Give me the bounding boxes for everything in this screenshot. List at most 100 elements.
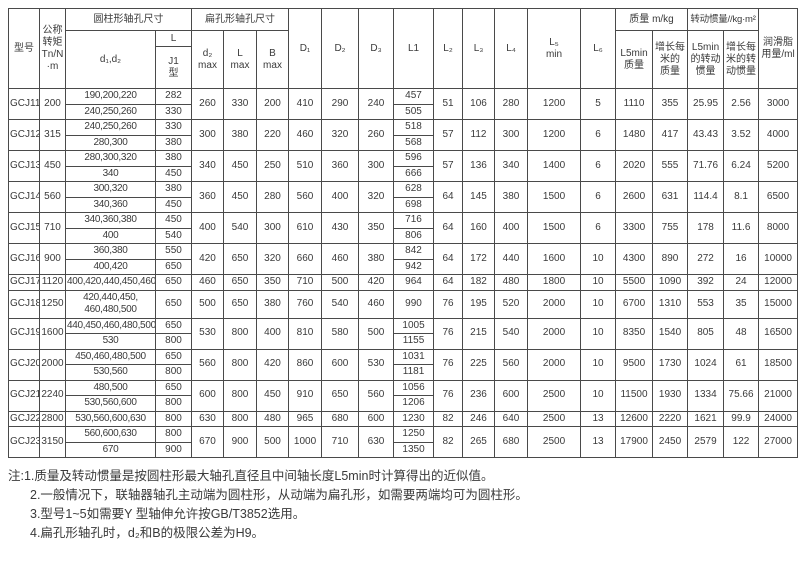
dim-cell: 460 — [288, 119, 323, 151]
dim-cell: 420 — [358, 274, 395, 291]
dim-cell: 600 — [191, 379, 224, 412]
dim-cell: 112 — [462, 119, 496, 151]
bore-diameter-cell: 360,380 — [65, 243, 156, 260]
torque-cell: 3150 — [39, 426, 66, 458]
dim-cell: 4000 — [758, 119, 799, 151]
col-header-d1: D₁ — [288, 8, 323, 89]
dim-cell: 1621 — [687, 410, 725, 427]
dim-cell: 1540 — [652, 317, 689, 350]
dim-cell: 1110 — [615, 88, 654, 120]
table-row: GCJ12 315 240,250,260 330 300 380 220 460 320 260… — [8, 119, 799, 151]
model-cell: GCJ20 — [8, 348, 40, 381]
dim-cell: 114.4 — [687, 181, 725, 213]
dim-cell: 2500 — [527, 410, 582, 427]
dim-cell: 172 — [462, 243, 496, 275]
col-header-cylindrical-group: 圆柱形轴孔尺寸 — [65, 8, 192, 31]
note-line: 2.一般情况下，联轴器轴孔主动端为圆柱形，从动端为扁孔形，如需要两端均可为圆柱形… — [30, 488, 528, 502]
bore-length-cell: 800 — [155, 426, 192, 443]
dim-cell: 76 — [433, 317, 464, 350]
dim-cell: 246 — [462, 410, 496, 427]
dim-cell: 61 — [723, 348, 760, 381]
dim-cell: 4300 — [615, 243, 654, 275]
model-cell: GCJ22 — [8, 410, 40, 427]
dim-cell: 420 — [255, 348, 290, 381]
dim-cell: 16500 — [758, 317, 799, 350]
dim-cell: 8.1 — [723, 181, 760, 213]
dim-cell: 320 — [255, 243, 290, 275]
bore-diameter-cell: 400,420 — [65, 258, 156, 275]
dim-cell: 82 — [433, 410, 464, 427]
col-header-mass-l5min: L5min 质量 — [615, 30, 654, 89]
torque-cell: 900 — [39, 243, 66, 275]
dim-cell: 810 — [288, 317, 323, 350]
dim-cell: 200 — [255, 88, 290, 120]
dim-cell: 860 — [288, 348, 323, 381]
model-cell: GCJ16 — [8, 243, 40, 275]
dim-cell: 272 — [687, 243, 725, 275]
dim-cell: 560 — [288, 181, 323, 213]
dim-cell: 6.24 — [723, 150, 760, 182]
dim-cell: 417 — [652, 119, 689, 151]
dim-cell: 2450 — [652, 426, 689, 458]
bore-length-cell: 380 — [155, 134, 192, 151]
bore-diameter-cell: 240,250,260 — [65, 103, 156, 120]
dim-cell: 755 — [652, 212, 689, 244]
dim-cell: 560 — [358, 379, 395, 412]
col-header-torque: 公称 转矩 Tn/N ·m — [39, 8, 66, 89]
l1-cell: 942 — [393, 258, 435, 275]
dim-cell: 1730 — [652, 348, 689, 381]
dim-cell: 520 — [494, 289, 529, 319]
l1-cell: 505 — [393, 103, 435, 120]
dim-cell: 17900 — [615, 426, 654, 458]
dim-cell: 630 — [191, 410, 224, 427]
torque-cell: 315 — [39, 119, 66, 151]
dim-cell: 440 — [494, 243, 529, 275]
dim-cell: 900 — [223, 426, 257, 458]
dim-cell: 380 — [223, 119, 257, 151]
dim-cell: 16 — [723, 243, 760, 275]
l1-cell: 457 — [393, 88, 435, 105]
table-row: 340,360 450 698 — [9, 196, 798, 213]
dim-cell: 540 — [321, 289, 360, 319]
col-header-flat-d-max: d₂ max — [191, 30, 224, 89]
dim-cell: 380 — [358, 243, 395, 275]
dim-cell: 48 — [723, 317, 760, 350]
dim-cell: 1000 — [288, 426, 323, 458]
dim-cell: 1310 — [652, 289, 689, 319]
col-header-flat-b-max: B max — [255, 30, 290, 89]
table-row: GCJ13 450 280,300,320 380 340 450 250 510 360 300… — [8, 150, 799, 182]
bore-length-cell: 380 — [155, 181, 192, 198]
dim-cell: 392 — [687, 274, 725, 291]
l1-cell: 1250 — [393, 426, 435, 443]
dim-cell: 82 — [433, 426, 464, 458]
l1-cell: 628 — [393, 181, 435, 198]
dim-cell: 450 — [255, 379, 290, 412]
dim-cell: 76 — [433, 289, 464, 319]
dim-cell: 10000 — [758, 243, 799, 275]
bore-diameter-cell: 340,360 — [65, 196, 156, 213]
bore-length-cell: 330 — [155, 119, 192, 136]
dim-cell: 195 — [462, 289, 496, 319]
dim-cell: 710 — [321, 426, 360, 458]
dim-cell: 1480 — [615, 119, 654, 151]
dim-cell: 10 — [580, 274, 617, 291]
bore-diameter-cell: 340 — [65, 165, 156, 182]
bore-length-cell: 800 — [155, 333, 192, 350]
dim-cell: 500 — [358, 317, 395, 350]
dim-cell: 400 — [255, 317, 290, 350]
dim-cell: 480 — [255, 410, 290, 427]
dim-cell: 380 — [494, 181, 529, 213]
dim-cell: 350 — [255, 274, 290, 291]
dim-cell: 680 — [494, 426, 529, 458]
dim-cell: 2500 — [527, 379, 582, 412]
l1-cell: 1031 — [393, 348, 435, 365]
dim-cell: 240 — [358, 88, 395, 120]
dim-cell: 9500 — [615, 348, 654, 381]
col-header-mass-group: 质量 m/kg — [615, 8, 689, 31]
col-header-cyl-l-j1: J1 型 — [155, 46, 192, 89]
dim-cell: 99.9 — [723, 410, 760, 427]
bore-length-cell: 650 — [155, 289, 192, 319]
dim-cell: 18500 — [758, 348, 799, 381]
dim-cell: 1500 — [527, 212, 582, 244]
dim-cell: 2220 — [652, 410, 689, 427]
